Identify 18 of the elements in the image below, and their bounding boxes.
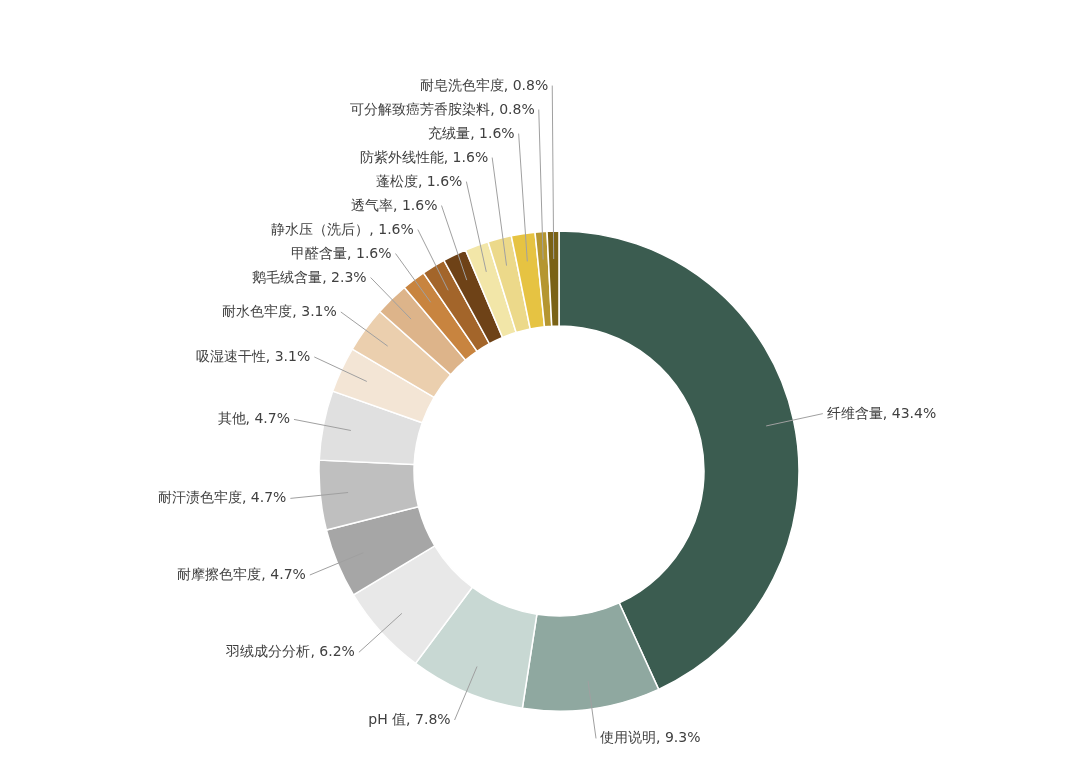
slice-label: 纤维含量, 43.4%	[826, 404, 937, 421]
slice-label: 鹅毛绒含量, 2.3%	[252, 268, 367, 285]
slice-label: 可分解致癌芳香胺染料, 0.8%	[350, 100, 535, 117]
slice-label: 耐汗渍色牢度, 4.7%	[157, 489, 287, 506]
slice-label: 耐水色牢度, 3.1%	[222, 302, 337, 319]
slice-label: 甲醛含量, 1.6%	[291, 244, 392, 261]
slice-label: 静水压（洗后）, 1.6%	[271, 220, 414, 237]
slice-label: 羽绒成分分析, 6.2%	[225, 643, 355, 660]
slice-label: pH 值, 7.8%	[368, 711, 451, 727]
slice-label: 其他, 4.7%	[217, 410, 290, 427]
slice-label: 耐摩擦色牢度, 4.7%	[177, 566, 306, 583]
slice-label: 充绒量, 1.6%	[428, 124, 515, 141]
slice-label: 使用说明, 9.3%	[600, 729, 701, 746]
slice-label: 透气率, 1.6%	[351, 196, 438, 213]
slice-label: 蓬松度, 1.6%	[375, 172, 463, 189]
slice-label: 耐皂洗色牢度, 0.8%	[419, 76, 549, 93]
slice-label: 防紫外线性能, 1.6%	[359, 148, 489, 165]
slice-label: 吸湿速干性, 3.1%	[195, 347, 311, 364]
